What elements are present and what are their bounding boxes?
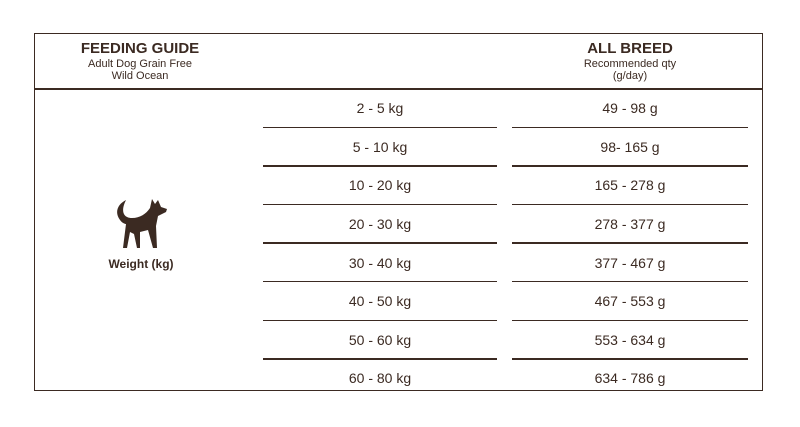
row-divider [512, 242, 748, 244]
feeding-table [34, 33, 763, 391]
row-divider [512, 203, 748, 206]
table-title: FEEDING GUIDE [80, 40, 200, 57]
weight-cell: 5 - 10 kg [352, 138, 408, 155]
qty-cell: 377 - 467 g [594, 254, 666, 271]
row-divider [263, 319, 497, 321]
row-divider [263, 165, 497, 167]
product-name: Adult Dog Grain Free [88, 58, 192, 70]
column-title: ALL BREED [587, 40, 673, 57]
column-unit: (g/day) [612, 70, 648, 82]
row-divider [263, 242, 497, 244]
weight-cell: 20 - 30 kg [348, 216, 412, 233]
dog-icon [117, 199, 167, 248]
weight-cell: 50 - 60 kg [348, 331, 412, 348]
weight-cell: 60 - 80 kg [348, 370, 412, 387]
qty-cell: 165 - 278 g [594, 177, 666, 194]
qty-cell: 98- 165 g [600, 138, 660, 155]
weight-label: Weight (kg) [108, 257, 174, 271]
row-divider [263, 280, 497, 283]
row-divider [263, 203, 497, 206]
row-divider [512, 126, 748, 128]
weight-cell: 10 - 20 kg [348, 177, 412, 194]
header-divider [34, 88, 763, 90]
weight-cell: 30 - 40 kg [348, 254, 412, 271]
product-variant: Wild Ocean [111, 70, 169, 82]
row-divider [512, 319, 748, 321]
row-divider [263, 358, 497, 360]
qty-cell: 634 - 786 g [594, 370, 666, 387]
row-divider [512, 358, 748, 360]
column-subtitle: Recommended qty [583, 58, 677, 70]
qty-cell: 467 - 553 g [594, 293, 666, 310]
qty-cell: 49 - 98 g [602, 100, 658, 117]
qty-cell: 278 - 377 g [594, 216, 666, 233]
row-divider [512, 280, 748, 283]
row-divider [512, 165, 748, 167]
weight-cell: 40 - 50 kg [348, 293, 412, 310]
qty-cell: 553 - 634 g [594, 331, 666, 348]
row-divider [263, 126, 497, 128]
weight-cell: 2 - 5 kg [356, 100, 404, 117]
